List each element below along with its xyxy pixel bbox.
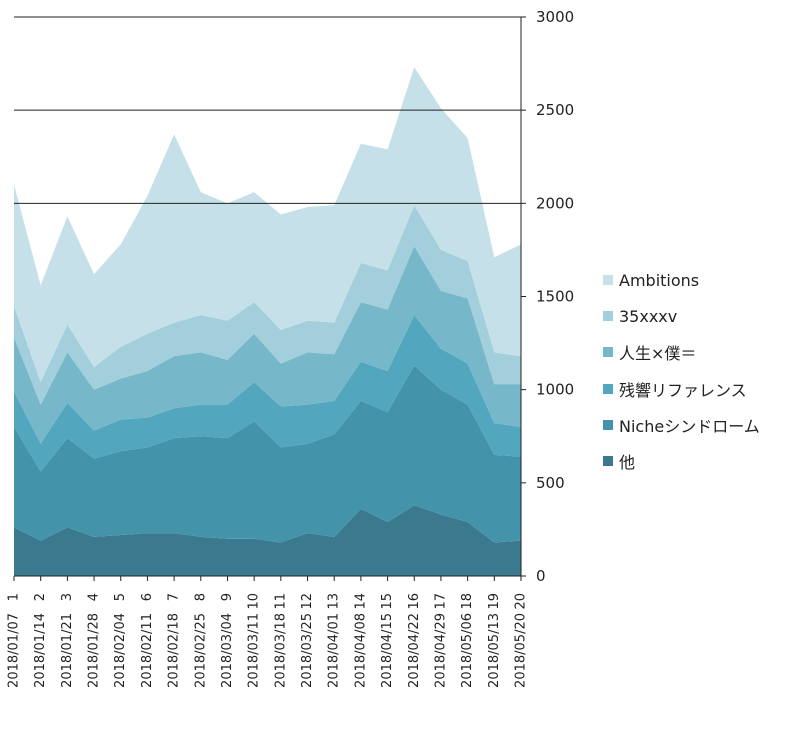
x-date-label-7: 2018/02/25 xyxy=(193,613,208,688)
legend-label-1: Nicheシンドローム xyxy=(619,416,760,436)
legend-swatch-1 xyxy=(603,419,613,430)
axis-labels: 05001000150020002500300012018/01/0722018… xyxy=(7,8,575,688)
x-category-label-12: 13 xyxy=(327,593,342,610)
legend-item-5: Ambitions xyxy=(603,262,793,298)
legend: Ambitions 35xxxv 人生×僕＝ 残響リファレンス Nicheシンドローム他 xyxy=(603,262,793,479)
area-series-1 xyxy=(14,365,521,543)
x-date-label-0: 2018/01/07 xyxy=(7,613,22,688)
x-date-label-9: 2018/03/11 xyxy=(247,613,262,688)
x-date-label-16: 2018/04/29 xyxy=(433,613,448,688)
area-series-0 xyxy=(14,505,521,576)
x-category-label-2: 3 xyxy=(60,593,75,601)
legend-swatch-0 xyxy=(603,456,613,467)
x-category-label-18: 19 xyxy=(487,593,502,610)
x-category-label-17: 18 xyxy=(460,593,475,610)
legend-swatch-2 xyxy=(603,383,613,394)
gridlines xyxy=(14,16,521,204)
legend-item-2: 残響リファレンス xyxy=(603,371,793,407)
x-date-label-4: 2018/02/04 xyxy=(113,613,128,688)
legend-swatch-5 xyxy=(603,275,613,286)
x-category-label-19: 20 xyxy=(514,593,529,610)
y-tick-label-0: 0 xyxy=(536,567,546,585)
x-date-label-1: 2018/01/14 xyxy=(33,613,48,688)
axes xyxy=(13,16,526,581)
legend-item-4: 35xxxv xyxy=(603,298,793,334)
x-category-label-6: 7 xyxy=(167,593,182,601)
legend-item-3: 人生×僕＝ xyxy=(603,334,793,370)
x-date-label-17: 2018/05/06 xyxy=(460,613,475,688)
legend-item-1: Nicheシンドローム xyxy=(603,407,793,443)
y-tick-label-3: 1500 xyxy=(536,288,574,306)
x-date-label-3: 2018/01/28 xyxy=(87,613,102,688)
x-date-label-5: 2018/02/11 xyxy=(140,613,155,688)
x-category-label-10: 11 xyxy=(273,593,288,610)
x-date-label-15: 2018/04/22 xyxy=(407,613,422,688)
legend-label-2: 残響リファレンス xyxy=(619,380,747,400)
x-category-label-8: 9 xyxy=(220,593,235,601)
x-date-label-11: 2018/03/25 xyxy=(300,613,315,688)
legend-swatch-3 xyxy=(603,347,613,358)
x-category-label-16: 17 xyxy=(433,593,448,610)
x-category-label-9: 10 xyxy=(247,593,262,610)
area-series-4 xyxy=(14,205,521,405)
legend-item-0: 他 xyxy=(603,443,793,479)
y-tick-label-5: 2500 xyxy=(536,101,574,119)
y-tick-label-2: 1000 xyxy=(536,381,574,399)
area-series-5 xyxy=(14,67,521,383)
x-category-label-1: 2 xyxy=(33,593,48,601)
x-date-label-10: 2018/03/18 xyxy=(273,613,288,688)
x-date-label-18: 2018/05/13 xyxy=(487,613,502,688)
area-series-3 xyxy=(14,246,521,444)
x-date-label-6: 2018/02/18 xyxy=(167,613,182,688)
x-category-label-5: 6 xyxy=(140,593,155,601)
x-date-label-2: 2018/01/21 xyxy=(60,613,75,688)
x-category-label-13: 14 xyxy=(353,593,368,610)
x-date-label-8: 2018/03/04 xyxy=(220,613,235,688)
y-tick-label-1: 500 xyxy=(536,474,565,492)
x-category-label-15: 16 xyxy=(407,593,422,610)
y-tick-label-6: 3000 xyxy=(536,8,574,26)
x-date-label-19: 2018/05/20 xyxy=(514,613,529,688)
x-category-label-0: 1 xyxy=(7,593,22,601)
y-tick-label-4: 2000 xyxy=(536,194,574,212)
area-series-2 xyxy=(14,315,521,472)
legend-label-0: 他 xyxy=(619,453,636,473)
legend-swatch-4 xyxy=(603,311,613,322)
x-category-label-4: 5 xyxy=(113,593,128,601)
legend-label-4: 35xxxv xyxy=(619,306,678,326)
legend-label-5: Ambitions xyxy=(619,270,700,290)
areas-layer xyxy=(14,67,521,576)
x-date-label-14: 2018/04/15 xyxy=(380,613,395,688)
x-date-label-12: 2018/04/01 xyxy=(327,613,342,688)
x-category-label-7: 8 xyxy=(193,593,208,601)
x-category-label-14: 15 xyxy=(380,593,395,610)
x-category-label-11: 12 xyxy=(300,593,315,610)
x-category-label-3: 4 xyxy=(87,593,102,601)
legend-label-3: 人生×僕＝ xyxy=(619,344,697,364)
x-date-label-13: 2018/04/08 xyxy=(353,613,368,688)
